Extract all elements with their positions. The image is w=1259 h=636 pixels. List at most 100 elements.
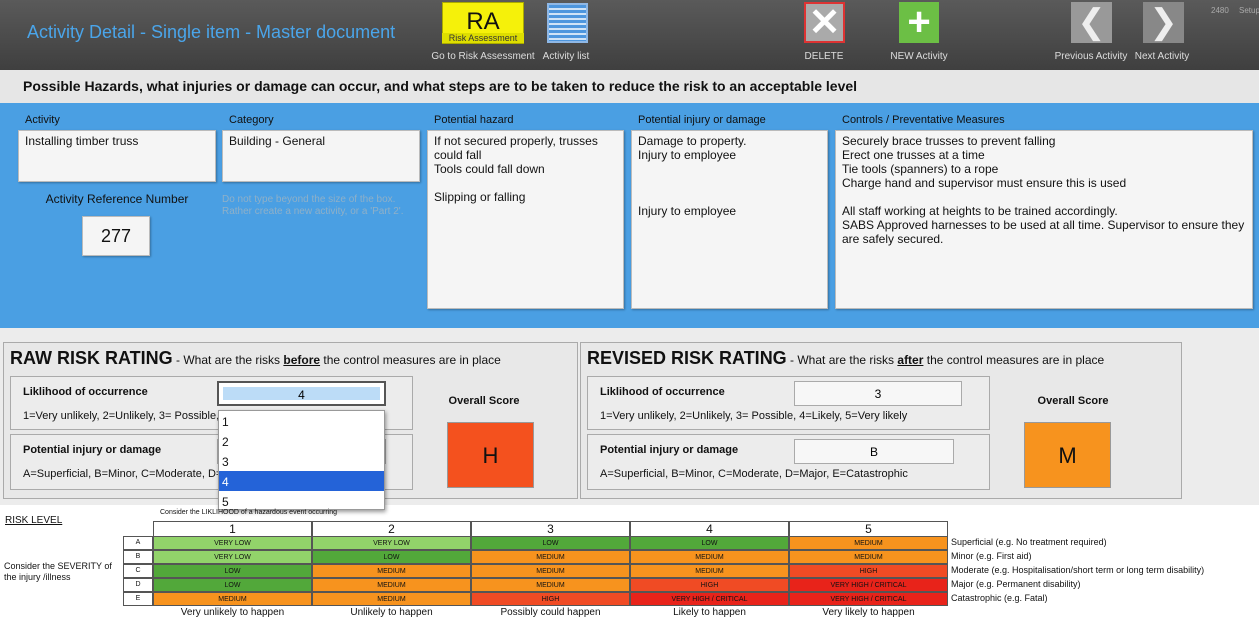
row-label: Minor (e.g. First aid) bbox=[951, 551, 1032, 561]
new-icon[interactable]: + bbox=[899, 2, 939, 43]
risk-cell: HIGH bbox=[471, 592, 630, 606]
sub-label: Potential injury or damage bbox=[600, 444, 739, 456]
score-label: Overall Score bbox=[448, 395, 520, 407]
sub-legend: 1=Very unlikely, 2=Unlikely, 3= Possible… bbox=[600, 410, 908, 422]
risk-cell: VERY LOW bbox=[312, 536, 471, 550]
row-label: Catastrophic (e.g. Fatal) bbox=[951, 593, 1048, 603]
field-label: Potential injury or damage bbox=[638, 114, 766, 126]
ra-icon-text[interactable]: RA bbox=[466, 8, 500, 35]
row-letter: C bbox=[123, 564, 153, 578]
col-label: Very unlikely to happen bbox=[180, 607, 285, 618]
rating-title: RAW RISK RATING bbox=[10, 348, 173, 368]
button-label[interactable]: Go to Risk Assessment bbox=[431, 51, 535, 62]
delete-icon[interactable]: ✕ bbox=[804, 2, 845, 43]
risk-cell: HIGH bbox=[789, 564, 948, 578]
col-label: Very likely to happen bbox=[822, 607, 915, 618]
col-header: 3 bbox=[471, 521, 630, 536]
button-label[interactable]: NEW Activity bbox=[890, 51, 948, 62]
dropdown-option[interactable]: 4 bbox=[219, 471, 384, 491]
rating-post: the control measures are in place bbox=[320, 353, 501, 367]
dropdown-option[interactable]: 5 bbox=[222, 495, 229, 509]
input-field[interactable]: 4 bbox=[217, 381, 386, 406]
col-header: 1 bbox=[153, 521, 312, 536]
row-letter: A bbox=[123, 536, 153, 550]
rating-pre: - What are the risks bbox=[786, 353, 898, 367]
note: Do not type beyond the size of the box. … bbox=[222, 194, 404, 217]
sub-legend: A=Superficial, B=Minor, C=Moderate, D=Ma… bbox=[600, 468, 908, 480]
next-icon[interactable]: ❯ bbox=[1143, 2, 1184, 43]
field-box[interactable]: Securely brace trusses to prevent fallin… bbox=[835, 130, 1253, 309]
risk-cell: MEDIUM bbox=[312, 578, 471, 592]
field-label: Potential hazard bbox=[434, 114, 514, 126]
risk-cell: MEDIUM bbox=[471, 578, 630, 592]
field-label: Activity bbox=[25, 114, 60, 126]
col-header: 5 bbox=[789, 521, 948, 536]
sub-label: Liklihood of occurrence bbox=[600, 386, 725, 398]
field-box[interactable]: Building - General bbox=[222, 130, 420, 182]
row-letter: E bbox=[123, 592, 153, 606]
risk-cell: MEDIUM bbox=[312, 592, 471, 606]
risk-cell: MEDIUM bbox=[471, 550, 630, 564]
title: Activity Detail - Single item - Master d… bbox=[27, 22, 396, 42]
col-label: Likely to happen bbox=[673, 607, 746, 618]
row-label: Major (e.g. Permanent disability) bbox=[951, 579, 1081, 589]
rating-title: REVISED RISK RATING - What are the risks… bbox=[587, 348, 1104, 369]
risk-cell: VERY LOW bbox=[153, 536, 312, 550]
risk-cell: VERY HIGH / CRITICAL bbox=[630, 592, 789, 606]
risk-cell: LOW bbox=[312, 550, 471, 564]
col-label: Unlikely to happen bbox=[350, 607, 433, 618]
dropdown-option[interactable]: 2 bbox=[222, 435, 229, 449]
row-letter: D bbox=[123, 578, 153, 592]
risk-cell: LOW bbox=[471, 536, 630, 550]
button-label[interactable]: Next Activity bbox=[1134, 51, 1190, 62]
score: H bbox=[447, 422, 534, 488]
col-label: Possibly could happen bbox=[500, 607, 601, 618]
score-label: Overall Score bbox=[1037, 395, 1109, 407]
input-field[interactable]: 3 bbox=[794, 381, 962, 406]
risk-cell: HIGH bbox=[630, 578, 789, 592]
likelihood-caption: Consider the LIKLIHOOD of a hazardous ev… bbox=[160, 509, 338, 516]
risk-cell: MEDIUM bbox=[630, 550, 789, 564]
risk-cell: VERY HIGH / CRITICAL bbox=[789, 578, 948, 592]
rating-title: RAW RISK RATING - What are the risks bef… bbox=[10, 348, 501, 369]
col-header: 4 bbox=[630, 521, 789, 536]
field-box[interactable]: Damage to property. Injury to employee I… bbox=[631, 130, 828, 309]
risk-cell: LOW bbox=[153, 578, 312, 592]
rating-key: before bbox=[283, 353, 321, 367]
score: M bbox=[1024, 422, 1111, 488]
button-label[interactable]: DELETE bbox=[804, 51, 844, 62]
banner: Possible Hazards, what injuries or damag… bbox=[23, 78, 858, 94]
risk-cell: LOW bbox=[153, 564, 312, 578]
dropdown-option[interactable]: 1 bbox=[222, 415, 229, 429]
dropdown-option[interactable]: 3 bbox=[222, 455, 229, 469]
dropdown[interactable] bbox=[218, 410, 385, 510]
rating-post: the control measures are in place bbox=[923, 353, 1105, 367]
severity-caption: Consider the SEVERITY of the injury /ill… bbox=[4, 561, 112, 582]
list-icon[interactable] bbox=[547, 3, 588, 43]
button-label[interactable]: Activity list bbox=[542, 51, 590, 62]
field-box[interactable]: Installing timber truss bbox=[18, 130, 216, 182]
row-label: Superficial (e.g. No treatment required) bbox=[951, 537, 1107, 547]
header-bar bbox=[0, 0, 1259, 70]
risk-cell: LOW bbox=[630, 536, 789, 550]
field-box[interactable]: If not secured properly, trusses could f… bbox=[427, 130, 624, 309]
rating-title: REVISED RISK RATING bbox=[587, 348, 787, 368]
rating-pre: - What are the risks bbox=[172, 353, 284, 367]
input-field[interactable]: B bbox=[794, 439, 954, 464]
prev-icon[interactable]: ❮ bbox=[1071, 2, 1112, 43]
rating-key: after bbox=[897, 353, 924, 367]
risk-cell: MEDIUM bbox=[789, 536, 948, 550]
sub-label: Potential injury or damage bbox=[23, 444, 162, 456]
setup: Setup bbox=[1239, 6, 1259, 15]
ra-icon-sub[interactable]: Risk Assessment bbox=[442, 33, 524, 43]
sub-label: Liklihood of occurrence bbox=[23, 386, 148, 398]
field-label: Category bbox=[229, 114, 274, 126]
field-label: Controls / Preventative Measures bbox=[842, 114, 1005, 126]
risk-cell: MEDIUM bbox=[630, 564, 789, 578]
button-label[interactable]: Previous Activity bbox=[1054, 51, 1128, 62]
ref-box[interactable]: 277 bbox=[82, 216, 150, 256]
risk-cell: MEDIUM bbox=[471, 564, 630, 578]
row-label: Moderate (e.g. Hospitalisation/short ter… bbox=[951, 565, 1205, 575]
ref-label: Activity Reference Number bbox=[45, 192, 189, 206]
